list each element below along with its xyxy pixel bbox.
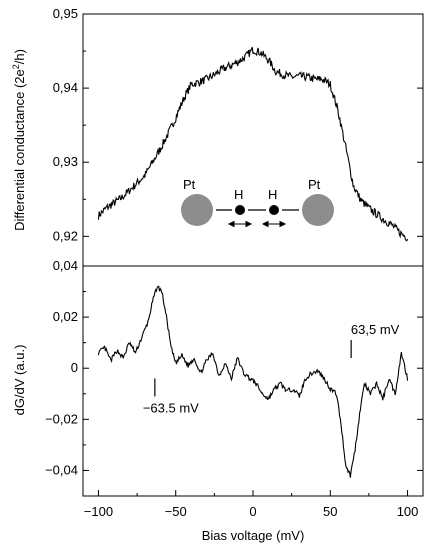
bottom-y-tick-label: 0,04 xyxy=(53,258,78,273)
top-y-axis-label: Differential conductance (2e2/h) xyxy=(11,49,27,231)
left-pt-label: Pt xyxy=(183,177,196,192)
left-h-vibration-arrow xyxy=(227,220,253,228)
annotation-label-negative: −63.5 mV xyxy=(143,400,199,415)
bottom-series-line xyxy=(97,285,409,478)
bottom-x-tick-labels: −100 −50 0 50 100 xyxy=(84,504,419,519)
bottom-y-tick-labels: −0,04 −0,02 0 0,02 0,04 xyxy=(45,258,78,477)
right-pt-atom xyxy=(302,194,334,226)
bottom-ticks xyxy=(83,265,423,496)
bottom-panel: −0,04 −0,02 0 0,02 0,04 −100 −50 0 50 100 −63.5 … xyxy=(12,258,424,543)
top-y-tick-label: 0,92 xyxy=(53,228,78,243)
pt-h-h-pt-inset: Pt Pt H H xyxy=(181,177,334,228)
top-y-tick-label: 0,94 xyxy=(53,80,78,95)
x-tick-label: −100 xyxy=(84,504,113,519)
top-series-line xyxy=(97,46,409,242)
x-tick-label: 100 xyxy=(397,504,419,519)
bottom-y-tick-label: 0 xyxy=(71,360,78,375)
left-h-label: H xyxy=(234,187,243,202)
bottom-y-axis-label: dG/dV (a.u.) xyxy=(12,345,27,416)
x-axis-label: Bias voltage (mV) xyxy=(202,528,305,543)
bottom-annotations: −63.5 mV 63,5 mV xyxy=(143,322,400,415)
right-pt-label: Pt xyxy=(308,177,321,192)
bottom-y-tick-label: −0,02 xyxy=(45,411,78,426)
top-panel: 0,92 0,93 0,94 0,95 Pt Pt H H xyxy=(11,6,424,267)
top-y-tick-label: 0,95 xyxy=(53,6,78,21)
left-h-atom xyxy=(235,205,245,215)
bottom-y-tick-label: 0,02 xyxy=(53,309,78,324)
top-y-tick-label: 0,93 xyxy=(53,154,78,169)
bottom-y-tick-label: −0,04 xyxy=(45,462,78,477)
x-tick-label: 50 xyxy=(323,504,337,519)
top-y-tick-labels: 0,92 0,93 0,94 0,95 xyxy=(53,6,78,243)
right-h-atom xyxy=(269,205,279,215)
x-tick-label: −50 xyxy=(165,504,187,519)
right-h-vibration-arrow xyxy=(261,220,287,228)
annotation-label-positive: 63,5 mV xyxy=(351,322,400,337)
right-h-label: H xyxy=(268,187,277,202)
top-y-ticks xyxy=(83,13,423,237)
left-pt-atom xyxy=(181,194,213,226)
x-tick-label: 0 xyxy=(249,504,256,519)
